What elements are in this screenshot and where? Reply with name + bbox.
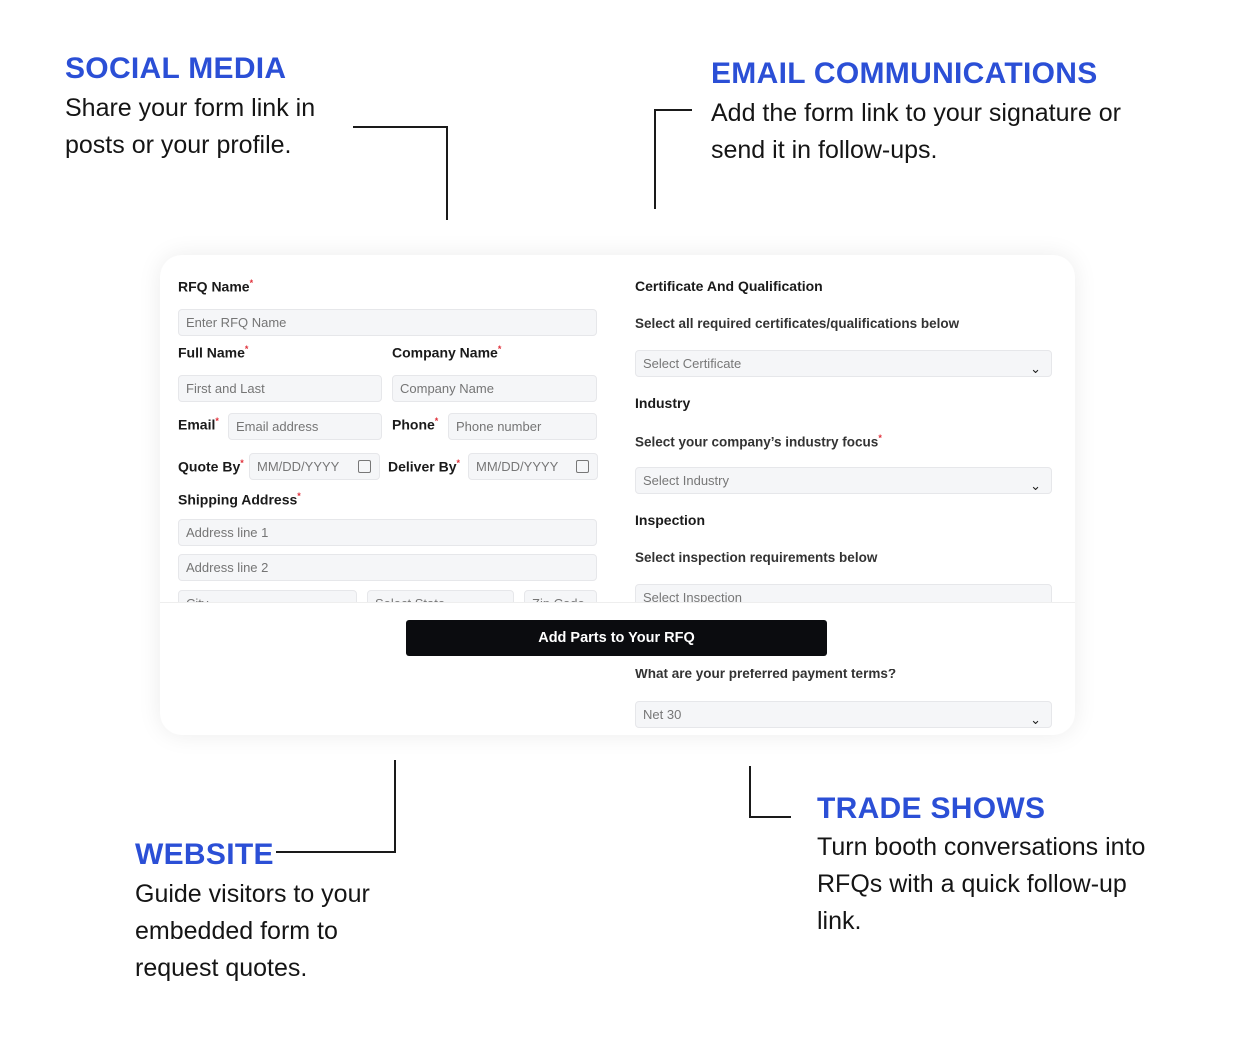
add-parts-button[interactable]: Add Parts to Your RFQ xyxy=(406,620,827,656)
social-media-title: SOCIAL MEDIA xyxy=(65,52,287,85)
email-title: EMAIL COMMUNICATIONS xyxy=(711,57,1098,90)
industry-subtitle: Select your company’s industry focus* xyxy=(635,433,882,450)
connector-line xyxy=(446,126,448,220)
email-text: Add the form link to your signature or s… xyxy=(711,99,1121,164)
certificate-select[interactable]: Select Certificate ⌄ xyxy=(635,350,1052,377)
address-line-2-input[interactable] xyxy=(178,554,597,581)
chevron-down-icon: ⌄ xyxy=(1030,478,1041,493)
email-label: Email* xyxy=(178,416,219,433)
rfq-name-label: RFQ Name* xyxy=(178,278,254,295)
payment-terms-select[interactable]: Net 30 ⌄ xyxy=(635,701,1052,728)
rfq-form-card: RFQ Name* Full Name* Company Name* Email… xyxy=(160,255,1075,735)
website-text: Guide visitors to your embedded form to … xyxy=(135,880,370,982)
chevron-down-icon: ⌄ xyxy=(1030,712,1041,727)
connector-line xyxy=(749,816,791,818)
sticky-footer: Add Parts to Your RFQ xyxy=(160,602,1075,669)
calendar-icon[interactable] xyxy=(358,460,371,473)
shipping-address-label: Shipping Address* xyxy=(178,491,301,508)
quote-by-label: Quote By* xyxy=(178,458,244,475)
connector-line xyxy=(654,109,692,111)
certificate-title: Certificate And Qualification xyxy=(635,278,823,294)
trade-shows-title: TRADE SHOWS xyxy=(817,792,1046,825)
connector-line xyxy=(276,851,396,853)
address-line-1-input[interactable] xyxy=(178,519,597,546)
full-name-label: Full Name* xyxy=(178,344,249,361)
connector-line xyxy=(394,760,396,853)
trade-shows-text: Turn booth conversations into RFQs with … xyxy=(817,833,1146,935)
social-media-text: Share your form link in posts or your pr… xyxy=(65,94,316,159)
full-name-input[interactable] xyxy=(178,375,382,402)
inspection-title: Inspection xyxy=(635,512,706,528)
calendar-icon[interactable] xyxy=(576,460,589,473)
connector-line xyxy=(749,766,751,818)
website-title: WEBSITE xyxy=(135,838,274,871)
deliver-by-label: Deliver By* xyxy=(388,458,460,475)
quote-by-date-input[interactable]: MM/DD/YYYY xyxy=(249,453,380,480)
company-name-label: Company Name* xyxy=(392,344,502,361)
payment-terms-subtitle: What are your preferred payment terms? xyxy=(635,666,897,681)
chevron-down-icon: ⌄ xyxy=(1030,361,1041,376)
industry-select[interactable]: Select Industry ⌄ xyxy=(635,467,1052,494)
company-name-input[interactable] xyxy=(392,375,597,402)
connector-line xyxy=(654,109,656,209)
inspection-subtitle: Select inspection requirements below xyxy=(635,550,878,565)
deliver-by-date-input[interactable]: MM/DD/YYYY xyxy=(468,453,598,480)
certificate-subtitle: Select all required certificates/qualifi… xyxy=(635,316,960,331)
industry-title: Industry xyxy=(635,395,691,411)
connector-line xyxy=(353,126,448,128)
phone-label: Phone* xyxy=(392,416,439,433)
phone-input[interactable] xyxy=(448,413,597,440)
email-input[interactable] xyxy=(228,413,382,440)
rfq-name-input[interactable] xyxy=(178,309,597,336)
